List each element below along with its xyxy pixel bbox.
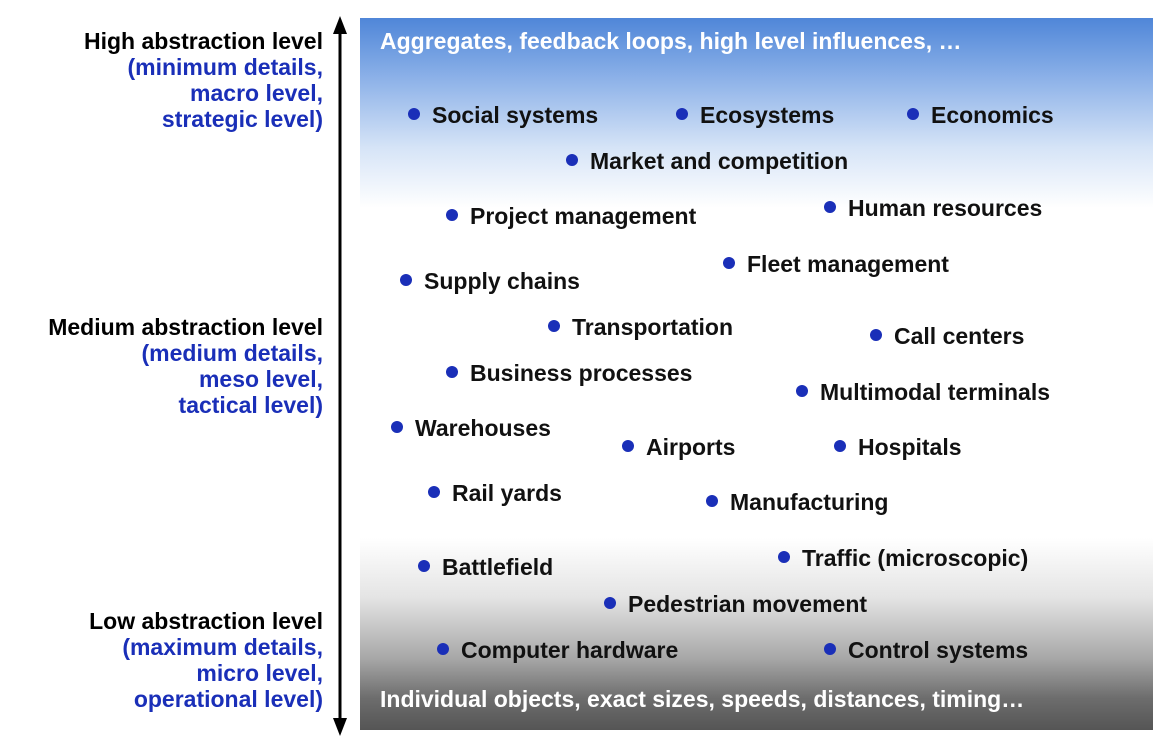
list-item: Rail yards [428,479,562,507]
bullet-icon [391,420,403,433]
bullet-icon [428,485,440,498]
low-abstraction-label: Low abstraction level (maximum details, … [89,608,323,712]
list-item: Call centers [870,322,1024,350]
high-strategy-line: strategic level) [161,106,323,132]
high-abstraction-label: High abstraction level (minimum details,… [84,28,323,132]
medium-abstraction-heading: Medium abstraction level [48,314,323,340]
medium-strategy-line: tactical level) [178,392,323,418]
bullet-icon [604,596,616,609]
list-item: Economics [907,101,1054,129]
bullet-icon [870,328,882,341]
bullet-icon [446,208,458,221]
medium-detail-line: (medium details, [141,340,323,366]
list-item: Control systems [824,636,1028,664]
list-item: Ecosystems [676,101,834,129]
list-item: Airports [622,433,735,461]
list-item: Human resources [824,194,1042,222]
list-item: Pedestrian movement [604,590,867,618]
bullet-icon [824,200,836,213]
list-item: Market and competition [566,147,848,175]
list-item: Social systems [408,101,598,129]
bullet-icon [676,107,688,120]
bullet-icon [437,642,449,655]
list-item: Business processes [446,359,692,387]
medium-level-line: meso level, [198,366,323,392]
abstraction-panel: Aggregates, feedback loops, high level i… [360,18,1153,730]
high-level-line: macro level, [190,80,323,106]
low-strategy-line: operational level) [133,686,323,712]
list-item: Warehouses [391,414,551,442]
high-abstraction-heading: High abstraction level [83,28,323,54]
list-item: Hospitals [834,433,962,461]
bullet-icon [548,319,560,332]
bullet-icon [408,107,420,120]
list-item: Manufacturing [706,488,888,516]
bullet-icon [566,153,578,166]
list-item: Battlefield [418,553,553,581]
bullet-icon [446,365,458,378]
list-item: Fleet management [723,250,949,278]
bullet-icon [907,107,919,120]
abstraction-axis-arrow [333,16,347,736]
low-abstraction-heading: Low abstraction level [89,608,323,634]
bullet-icon [834,439,846,452]
list-item: Computer hardware [437,636,678,664]
bullet-icon [706,494,718,507]
list-item: Multimodal terminals [796,378,1050,406]
bullet-icon [723,256,735,269]
bullet-icon [796,384,808,397]
panel-top-banner: Aggregates, feedback loops, high level i… [380,28,962,54]
bullet-icon [824,642,836,655]
bullet-icon [778,550,790,563]
list-item: Traffic (microscopic) [778,544,1028,572]
high-detail-line: (minimum details, [127,54,323,80]
low-detail-line: (maximum details, [122,634,323,660]
bullet-icon [418,559,430,572]
list-item: Project management [446,202,696,230]
medium-abstraction-label: Medium abstraction level (medium details… [48,314,323,418]
low-level-line: micro level, [196,660,323,686]
list-item: Supply chains [400,267,580,295]
bullet-icon [400,273,412,286]
bullet-icon [622,439,634,452]
list-item: Transportation [548,313,733,341]
panel-bottom-banner: Individual objects, exact sizes, speeds,… [380,686,1025,712]
